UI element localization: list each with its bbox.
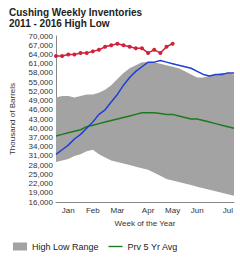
svg-text:31,000: 31,000 [29, 151, 54, 160]
svg-text:40,000: 40,000 [29, 124, 54, 133]
svg-text:28,000: 28,000 [29, 161, 54, 170]
svg-text:Cushing Weekly Inventories: Cushing Weekly Inventories [9, 7, 143, 18]
svg-text:34,000: 34,000 [29, 142, 54, 151]
svg-text:46,000: 46,000 [29, 105, 54, 114]
svg-text:49,000: 49,000 [29, 96, 54, 105]
svg-text:Mar: Mar [110, 206, 124, 215]
svg-text:22,000: 22,000 [29, 179, 54, 188]
svg-text:52,000: 52,000 [29, 87, 54, 96]
svg-text:Jul: Jul [223, 206, 233, 215]
svg-text:2011 - 2016 High Low: 2011 - 2016 High Low [9, 18, 110, 29]
svg-text:16,000: 16,000 [29, 198, 54, 207]
svg-text:19,000: 19,000 [29, 188, 54, 197]
svg-text:25,000: 25,000 [29, 170, 54, 179]
svg-text:Feb: Feb [86, 206, 100, 215]
svg-text:Thousand of Barrels: Thousand of Barrels [8, 83, 17, 155]
svg-text:43,000: 43,000 [29, 115, 54, 124]
svg-text:May: May [165, 206, 180, 215]
svg-text:70,000: 70,000 [29, 32, 54, 41]
svg-text:Apr: Apr [142, 206, 155, 215]
svg-text:Jan: Jan [62, 206, 75, 215]
svg-text:58,000: 58,000 [29, 68, 54, 77]
svg-text:55,000: 55,000 [29, 78, 54, 87]
svg-text:61,000: 61,000 [29, 59, 54, 68]
svg-text:Prv 5 Yr Avg: Prv 5 Yr Avg [128, 242, 178, 252]
svg-text:37,000: 37,000 [29, 133, 54, 142]
svg-text:Week of the Year: Week of the Year [115, 219, 176, 228]
svg-text:High Low Range: High Low Range [32, 242, 99, 252]
svg-text:64,000: 64,000 [29, 50, 54, 59]
svg-text:67,000: 67,000 [29, 41, 54, 50]
svg-text:Jun: Jun [191, 206, 204, 215]
